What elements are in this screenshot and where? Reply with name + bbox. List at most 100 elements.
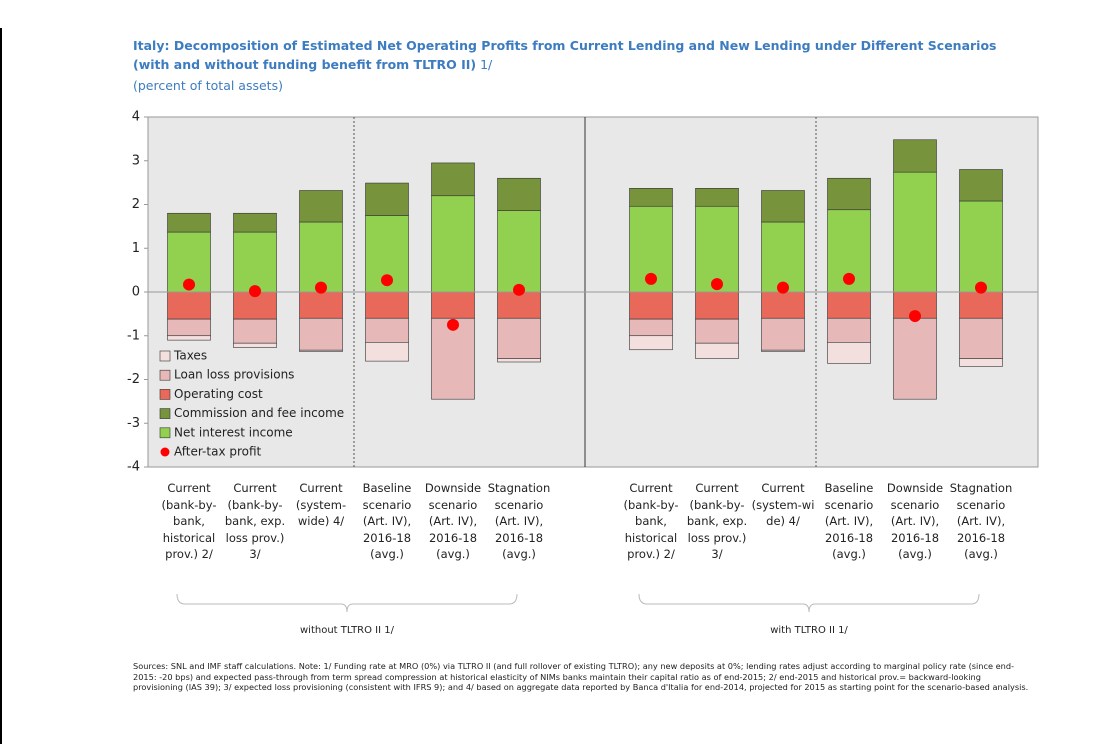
y-tick-label: 2 bbox=[132, 197, 140, 212]
bar-segment bbox=[893, 139, 937, 173]
bar-segment bbox=[497, 291, 541, 319]
bar-segment bbox=[299, 190, 343, 223]
bar-segment bbox=[629, 335, 673, 351]
bar-segment bbox=[167, 335, 211, 341]
bar-segment bbox=[827, 291, 871, 319]
bar-segment bbox=[959, 169, 1003, 202]
bar-segment bbox=[959, 291, 1003, 319]
bar-segment bbox=[497, 177, 541, 211]
y-tick-label: -1 bbox=[127, 328, 140, 343]
bar-segment bbox=[497, 358, 541, 363]
bar-segment bbox=[893, 171, 937, 293]
legend-marker bbox=[160, 447, 170, 457]
bar-segment bbox=[893, 317, 937, 400]
x-tick-label: Current (bank-by- bank, exp. loss prov.)… bbox=[224, 481, 286, 561]
bar-segment bbox=[959, 200, 1003, 293]
bar-segment bbox=[365, 182, 409, 216]
bar-segment bbox=[233, 342, 277, 348]
chart-subtitle: (percent of total assets) bbox=[133, 78, 283, 93]
bar-segment bbox=[299, 349, 343, 352]
bar-segment bbox=[761, 349, 805, 352]
dot bbox=[183, 278, 195, 291]
dot bbox=[513, 283, 525, 296]
bar-segment bbox=[761, 190, 805, 223]
bar-segment bbox=[299, 317, 343, 351]
bar-segment bbox=[497, 317, 541, 359]
x-tick-label: Downside scenario (Art. IV), 2016-18 (av… bbox=[424, 481, 482, 561]
x-tick-label: Current (system-wi de) 4/ bbox=[751, 481, 815, 528]
group-bracket bbox=[638, 593, 980, 613]
bar-segment bbox=[365, 317, 409, 343]
legend-swatch bbox=[159, 427, 171, 439]
group-label: with TLTRO II 1/ bbox=[770, 625, 848, 636]
bar-segment bbox=[761, 317, 805, 351]
x-tick-label: Current (system- wide) 4/ bbox=[295, 481, 347, 528]
group-label: without TLTRO II 1/ bbox=[300, 625, 394, 636]
bar-segment bbox=[233, 212, 277, 233]
legend-swatch bbox=[159, 389, 171, 400]
bar-segment bbox=[827, 177, 871, 211]
bar-segment bbox=[233, 231, 277, 293]
bar-segment bbox=[695, 291, 739, 320]
bar-segment bbox=[365, 342, 409, 362]
legend-label: Taxes bbox=[173, 349, 207, 363]
legend-swatch bbox=[159, 369, 171, 381]
dot bbox=[711, 278, 723, 291]
y-tick-label: -2 bbox=[127, 372, 140, 387]
legend-label: After-tax profit bbox=[174, 445, 262, 459]
source-note: Sources: SNL and IMF staff calculations.… bbox=[133, 661, 1029, 692]
legend-swatch bbox=[159, 350, 171, 362]
bar-segment bbox=[299, 221, 343, 293]
group-bracket bbox=[176, 593, 518, 613]
bar-segment bbox=[629, 318, 673, 337]
dot bbox=[909, 310, 921, 323]
bar-segment bbox=[167, 318, 211, 337]
dot bbox=[249, 285, 261, 298]
bar-segment bbox=[695, 205, 739, 293]
y-tick-label: 1 bbox=[132, 241, 140, 256]
bar-segment bbox=[431, 317, 475, 400]
bar-segment bbox=[299, 291, 343, 319]
bar-segment bbox=[497, 210, 541, 293]
bar-segment bbox=[233, 318, 277, 344]
x-tick-label: Stagnation scenario (Art. IV), 2016-18 (… bbox=[949, 481, 1013, 561]
bar-segment bbox=[167, 291, 211, 320]
bar-segment bbox=[431, 162, 475, 197]
bar-segment bbox=[827, 342, 871, 364]
dot bbox=[843, 272, 855, 285]
bar-segment bbox=[959, 358, 1003, 367]
x-tick-label: Downside scenario (Art. IV), 2016-18 (av… bbox=[886, 481, 944, 561]
legend-label: Loan loss provisions bbox=[174, 368, 294, 382]
legend-label: Net interest income bbox=[174, 425, 293, 439]
y-tick-label: 4 bbox=[132, 110, 140, 125]
bar-segment bbox=[695, 342, 739, 359]
bar-segment bbox=[167, 212, 211, 233]
bar-segment bbox=[365, 291, 409, 319]
x-tick-label: Current (bank-by- bank, historical prov.… bbox=[623, 481, 679, 561]
x-tick-label: Baseline scenario (Art. IV), 2016-18 (av… bbox=[362, 481, 412, 561]
x-tick-label: Current (bank-by- bank, exp. loss prov.)… bbox=[686, 481, 748, 561]
chart-title: Italy: Decomposition of Estimated Net Op… bbox=[133, 38, 997, 72]
bar-segment bbox=[431, 195, 475, 293]
title-note: 1/ bbox=[480, 57, 493, 72]
y-tick-label: -4 bbox=[127, 460, 140, 475]
legend-label: Commission and fee income bbox=[174, 406, 344, 420]
dot bbox=[315, 281, 327, 294]
x-tick-label: Current (bank-by- bank, historical prov.… bbox=[161, 481, 217, 561]
y-tick-label: -3 bbox=[127, 416, 140, 431]
dot bbox=[645, 272, 657, 285]
bar-segment bbox=[629, 188, 673, 207]
bar-segment bbox=[827, 317, 871, 343]
legend-swatch bbox=[159, 408, 171, 419]
bar-segment bbox=[761, 221, 805, 293]
bar-segment bbox=[695, 318, 739, 344]
bar-segment bbox=[629, 291, 673, 320]
y-tick-label: 3 bbox=[132, 153, 140, 168]
bar-segment bbox=[431, 291, 475, 319]
dot bbox=[777, 281, 789, 294]
bar-segment bbox=[695, 188, 739, 207]
y-tick-label: 0 bbox=[132, 285, 140, 300]
x-tick-label: Baseline scenario (Art. IV), 2016-18 (av… bbox=[824, 481, 874, 561]
bar-segment bbox=[761, 291, 805, 319]
